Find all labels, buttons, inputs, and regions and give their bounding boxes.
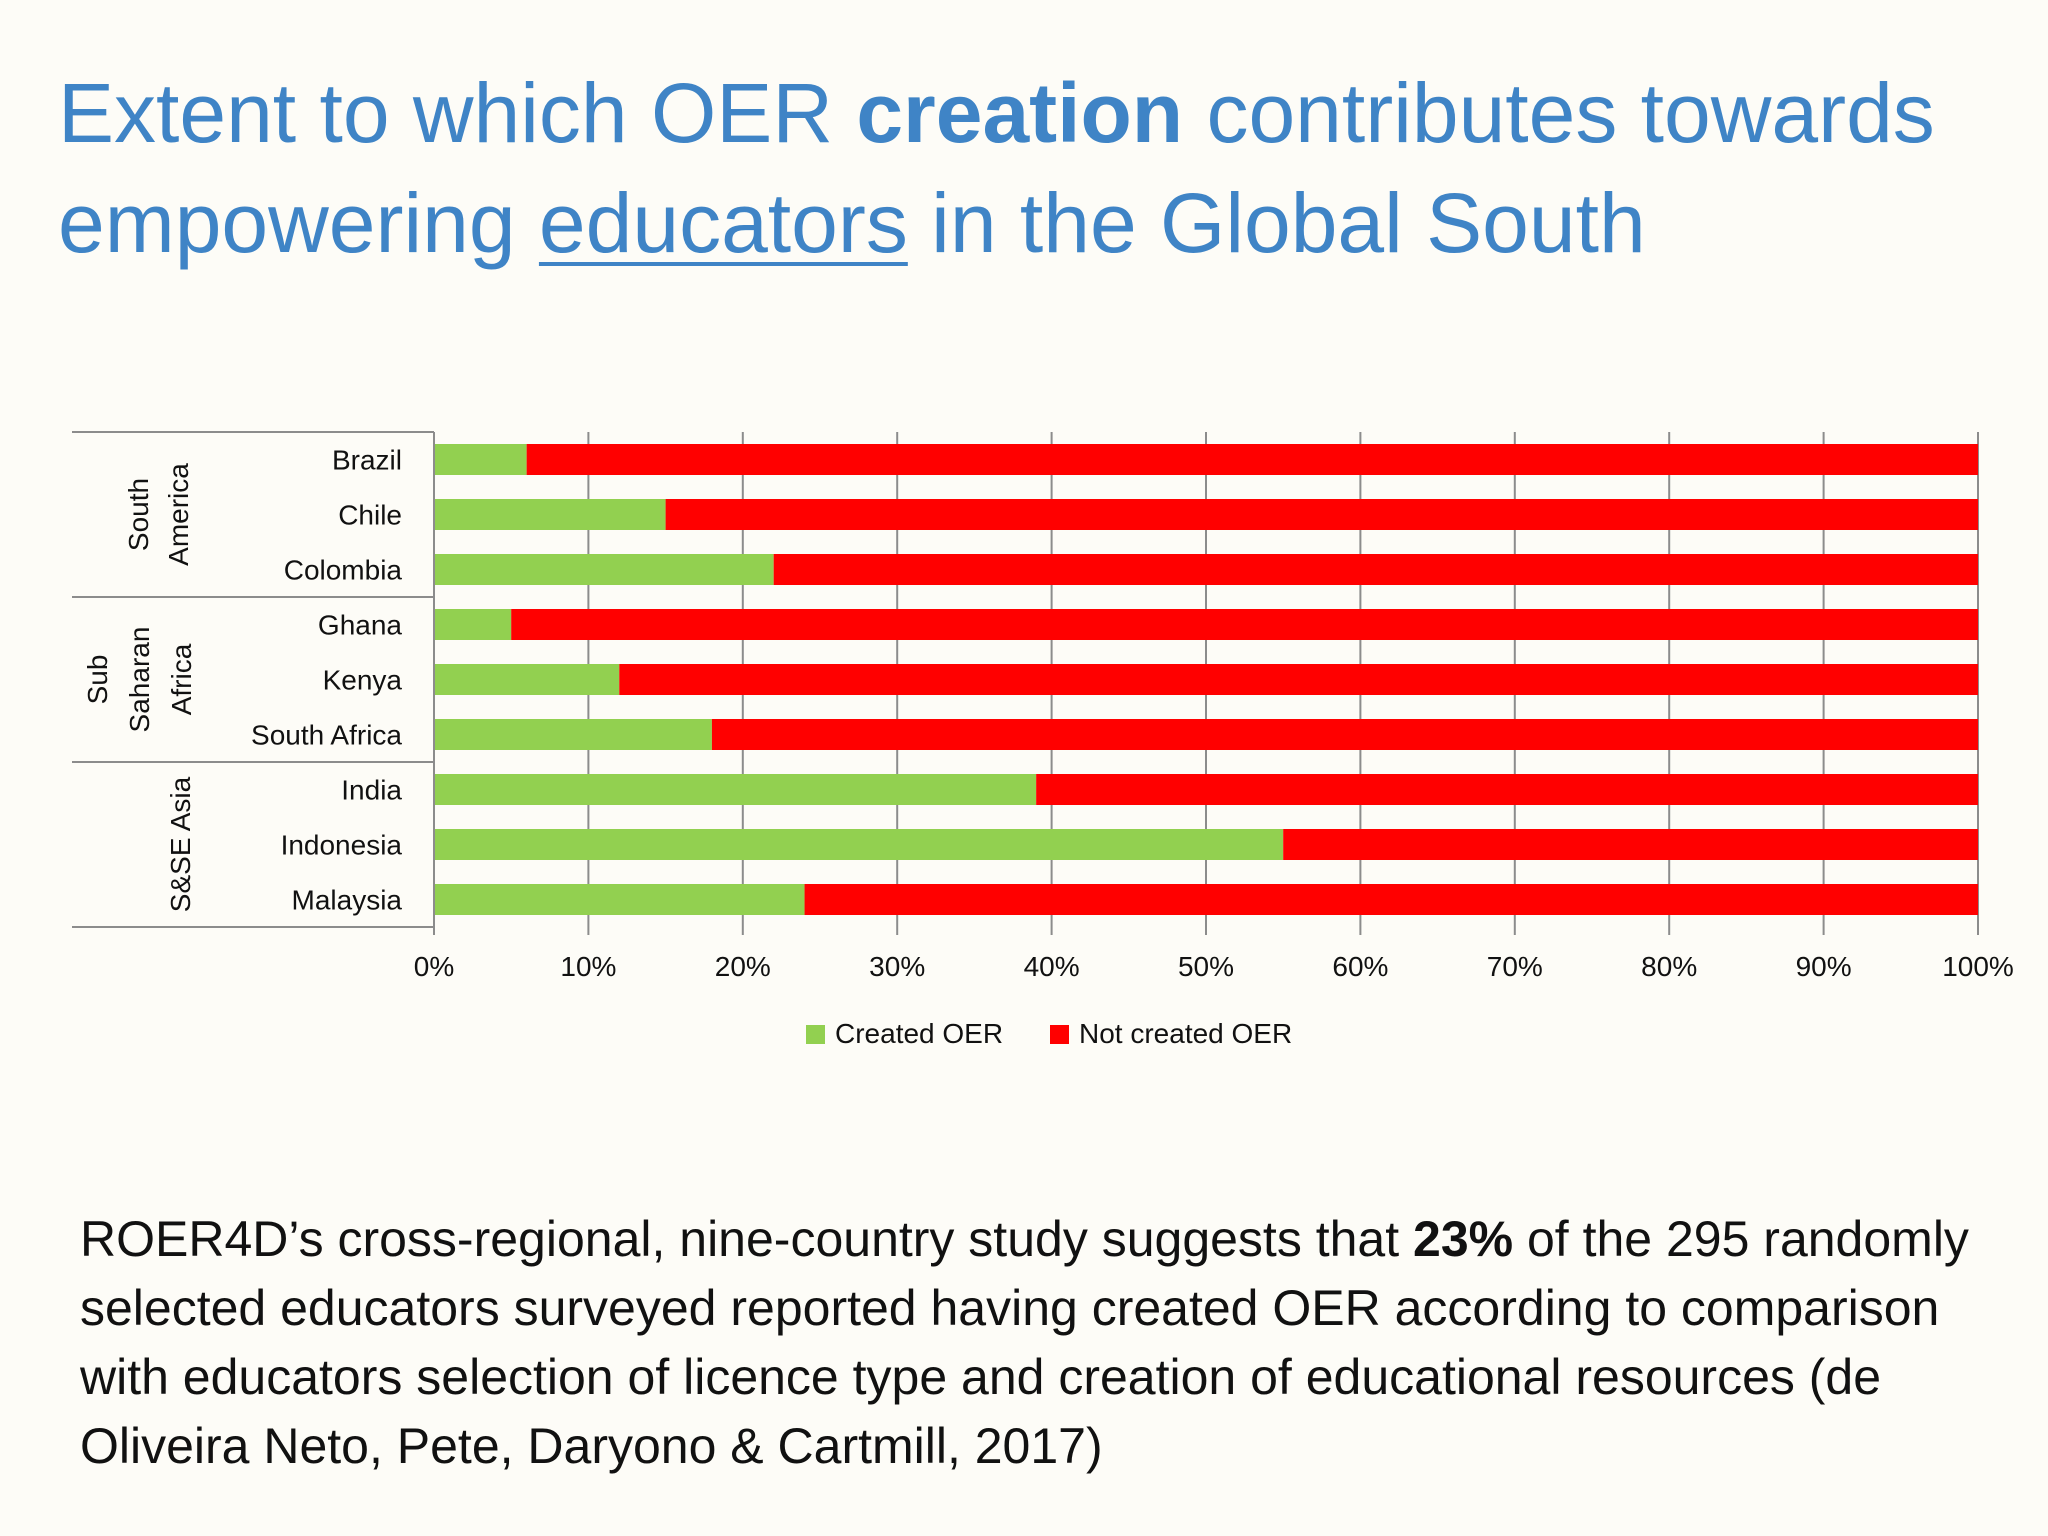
bar-segment xyxy=(434,609,512,640)
title-underlined-word: educators xyxy=(538,176,908,270)
category-label: Colombia xyxy=(284,555,403,586)
category-labels: Brazil Chile Colombia Ghana Kenya South Afric… xyxy=(251,445,402,916)
summary-text-part: of the 295 randomly selected educators s… xyxy=(80,1211,1969,1474)
x-tick-label: 50% xyxy=(1178,951,1234,982)
category-label: India xyxy=(341,775,402,806)
x-tick-label: 30% xyxy=(869,951,925,982)
bar-segment xyxy=(434,774,1037,805)
title-bold-word: creation xyxy=(856,66,1184,160)
title-text: in the Global South xyxy=(907,176,1646,270)
title-text: Extent to which OER xyxy=(58,66,857,160)
legend-label: Created OER xyxy=(835,1018,1003,1049)
x-tick-label: 0% xyxy=(414,951,454,982)
bar-segment xyxy=(665,499,1978,530)
title-text: contributes towards empowering xyxy=(58,66,1935,270)
group-label: South xyxy=(123,478,154,551)
chart-legend: Created OER Not created OER xyxy=(806,1018,1292,1049)
group-label: Saharan xyxy=(124,627,155,733)
x-tick-label: 70% xyxy=(1487,951,1543,982)
category-label: Indonesia xyxy=(281,830,403,861)
category-label: South Africa xyxy=(251,720,402,751)
legend-swatch xyxy=(806,1025,825,1044)
category-label: Malaysia xyxy=(292,885,403,916)
category-label: Chile xyxy=(338,500,402,531)
bar-segment xyxy=(434,499,666,530)
category-label: Kenya xyxy=(323,665,403,696)
bar-segment xyxy=(619,664,1978,695)
x-tick-label: 80% xyxy=(1641,951,1697,982)
bar-segment xyxy=(1036,774,1978,805)
bar-segment xyxy=(434,884,805,915)
group-label: America xyxy=(163,463,194,566)
x-tick-label: 10% xyxy=(560,951,616,982)
x-tick-label: 20% xyxy=(715,951,771,982)
bar-segment xyxy=(511,609,1979,640)
group-label: Sub xyxy=(82,655,113,705)
bar-segment xyxy=(773,554,1979,585)
summary-highlight-percent: 23% xyxy=(1413,1211,1514,1267)
bar-segment xyxy=(526,444,1978,475)
summary-text-part: ROER4D’s cross-regional, nine-country st… xyxy=(80,1211,1414,1267)
summary-text: ROER4D’s cross-regional, nine-country st… xyxy=(80,1205,2000,1481)
chart-bars xyxy=(434,444,1979,915)
bar-segment xyxy=(434,664,620,695)
slide-title: Extent to which OER creation contributes… xyxy=(58,58,2018,278)
legend-swatch xyxy=(1050,1025,1069,1044)
legend-label: Not created OER xyxy=(1079,1018,1292,1049)
x-tick-label: 90% xyxy=(1796,951,1852,982)
x-tick-label: 40% xyxy=(1024,951,1080,982)
chart-axes xyxy=(72,431,435,935)
bar-segment xyxy=(1283,829,1978,860)
bar-segment xyxy=(804,884,1978,915)
stacked-bar-chart: Brazil Chile Colombia Ghana Kenya South Afric… xyxy=(72,431,2014,1049)
bar-segment xyxy=(711,719,1979,750)
x-tick-labels: 0% 10% 20% 30% 40% 50% 60% 70% 80% 90% 100% xyxy=(414,951,2014,982)
category-label: Brazil xyxy=(332,445,402,476)
bar-segment xyxy=(434,444,527,475)
x-tick-label: 60% xyxy=(1332,951,1388,982)
group-labels: South America Sub Saharan Africa S&SE Asia xyxy=(82,463,197,912)
bar-segment xyxy=(434,719,712,750)
group-label: S&SE Asia xyxy=(165,776,196,912)
bar-segment xyxy=(434,829,1284,860)
group-label: Africa xyxy=(166,643,197,715)
category-label: Ghana xyxy=(318,610,402,641)
bar-segment xyxy=(434,554,774,585)
x-tick-label: 100% xyxy=(1942,951,2014,982)
